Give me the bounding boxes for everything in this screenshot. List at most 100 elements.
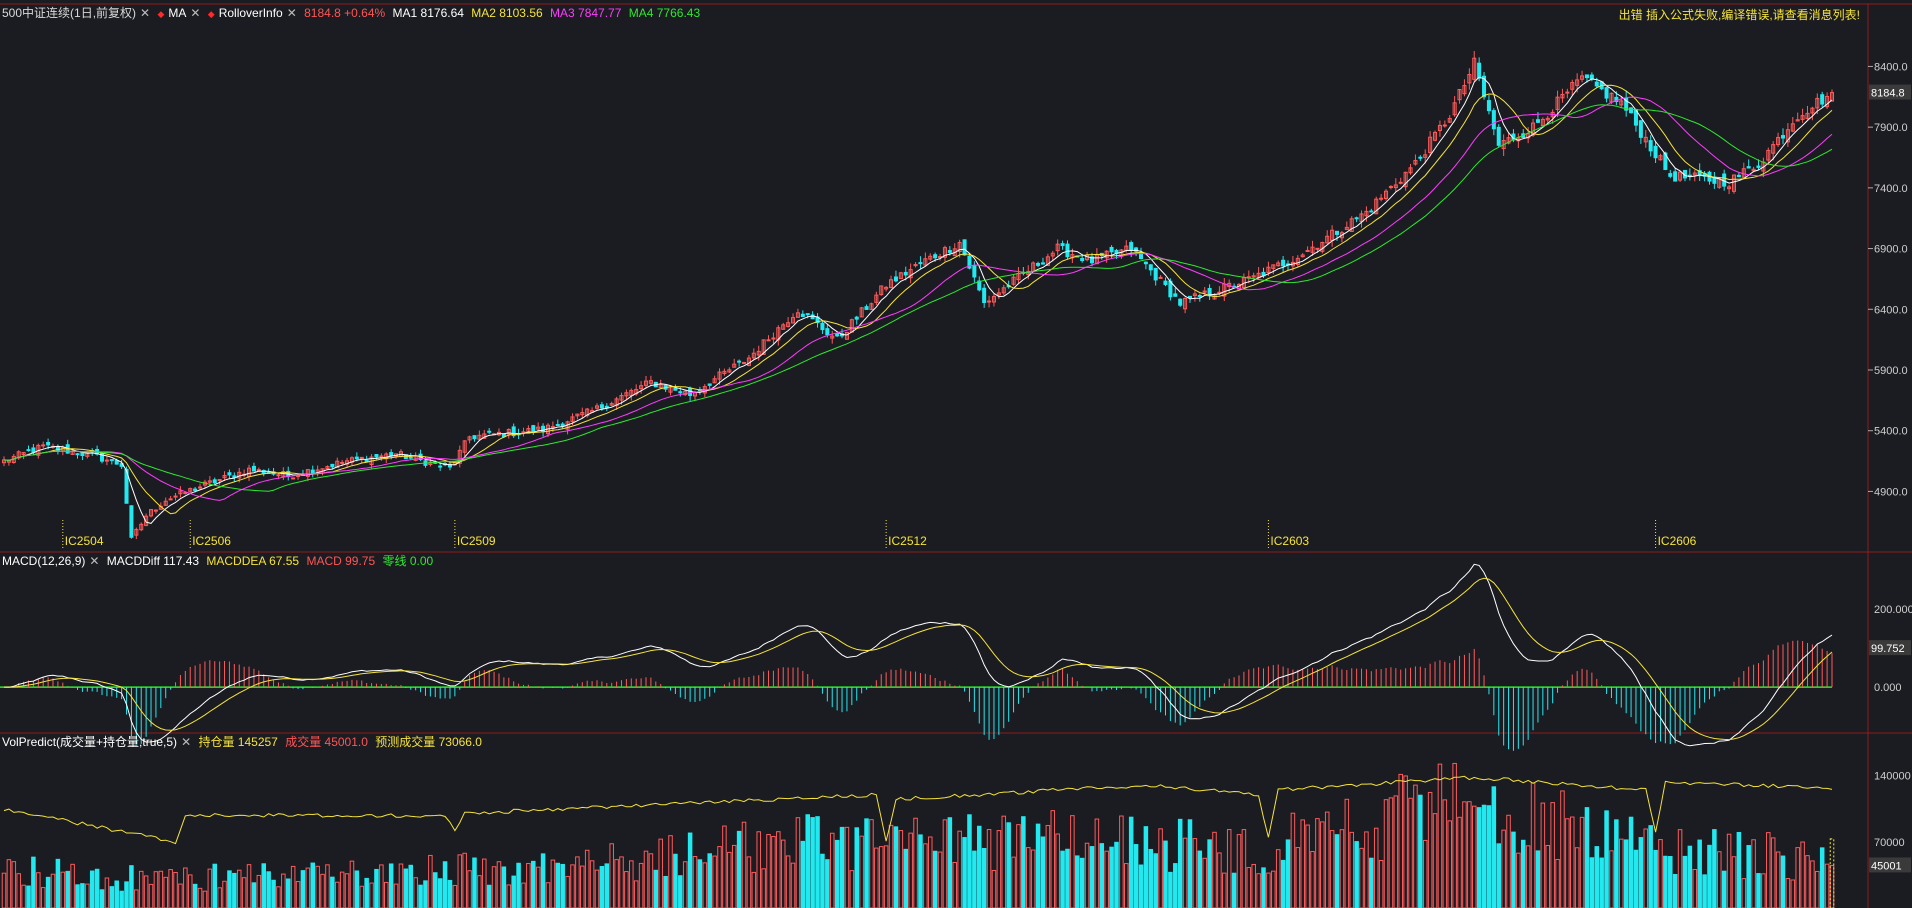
volume-bar	[1643, 828, 1649, 908]
macd-zero-value: 零线 0.00	[382, 554, 434, 568]
volume-bar	[785, 855, 791, 908]
volume-bar	[408, 864, 414, 908]
macd-last-tag-bg	[1869, 640, 1911, 656]
candle-body	[1795, 119, 1800, 122]
volume-bar	[516, 862, 521, 908]
candle-body	[163, 500, 168, 506]
candle-body	[1183, 297, 1188, 310]
candle-body	[1197, 294, 1202, 297]
volume-bar	[1217, 852, 1222, 908]
volume-bar	[178, 883, 183, 908]
candle-body	[374, 454, 379, 458]
volume-bar	[1094, 818, 1100, 908]
candle-body	[1771, 144, 1776, 154]
candle-body	[889, 279, 894, 288]
candle-body	[139, 523, 144, 531]
ma3-value: MA3 7847.77	[550, 6, 622, 20]
volume-bar	[741, 821, 747, 908]
volume-bar	[187, 874, 193, 908]
error-message[interactable]: 出错 插入公式失败,编译错误,请查看消息列表!	[1618, 8, 1860, 22]
volume-bar	[1251, 863, 1256, 908]
candle-body	[1153, 267, 1158, 281]
candle-body	[1746, 166, 1751, 169]
candlestick-series[interactable]	[1, 51, 1835, 540]
candle-body	[972, 265, 977, 278]
candle-body	[898, 272, 903, 280]
candle-body	[923, 258, 928, 266]
candle-body	[639, 385, 644, 390]
close-volume-icon[interactable]: ✕	[181, 735, 192, 749]
volume-bar	[354, 870, 360, 908]
volume-bar	[1060, 850, 1065, 908]
candle-body	[599, 404, 604, 409]
candle-body	[1266, 266, 1271, 273]
volume-bars	[1, 762, 1835, 908]
candle-body	[1129, 242, 1134, 252]
candle-body	[1374, 198, 1379, 215]
candle-body	[791, 317, 796, 324]
candle-body	[1756, 165, 1761, 168]
volume-bar	[212, 863, 217, 908]
volume-bar	[1310, 851, 1315, 908]
volume-bar	[403, 868, 409, 908]
moving-average-lines	[3, 76, 1833, 524]
volume-bar	[952, 861, 958, 908]
candle-body	[1447, 118, 1452, 123]
candle-body	[1050, 252, 1055, 257]
candle-body	[1565, 91, 1570, 94]
volume-bar	[820, 853, 825, 908]
volume-bar	[413, 877, 418, 908]
volume-bar	[261, 863, 267, 908]
candle-body	[183, 492, 188, 495]
candle-body	[1187, 295, 1193, 299]
volume-bar	[501, 866, 507, 908]
volume-bar	[643, 850, 649, 908]
candle-body	[1403, 171, 1408, 188]
volume-title[interactable]: VolPredict(成交量+持仓量,true,5)	[2, 735, 178, 749]
candle-body	[1369, 210, 1374, 213]
volume-bar	[1672, 874, 1678, 908]
macd-title[interactable]: MACD(12,26,9)	[2, 554, 86, 568]
volume-bar	[697, 859, 703, 908]
candle-body	[1202, 290, 1207, 293]
close-ma-icon[interactable]: ✕	[190, 6, 201, 20]
candle-body	[825, 328, 830, 336]
volume-bar	[1810, 860, 1815, 908]
volume-bar	[467, 870, 472, 908]
close-instrument-icon[interactable]: ✕	[140, 6, 151, 20]
candle-body	[222, 475, 227, 479]
candle-body	[1398, 181, 1403, 184]
candle-body	[1629, 107, 1634, 114]
candle-body	[477, 434, 482, 440]
candle-body	[1457, 88, 1462, 101]
candle-body	[658, 384, 663, 389]
candle-body	[1501, 139, 1506, 150]
candle-body	[1673, 171, 1678, 182]
volume-bar	[908, 832, 913, 908]
candle-body	[751, 352, 756, 359]
close-rollover-icon[interactable]: ✕	[286, 6, 297, 20]
volume-bar	[1520, 839, 1526, 908]
volume-bar	[227, 870, 232, 908]
ma-indicator-dot-icon: ◆	[157, 9, 165, 19]
candle-body	[1594, 81, 1599, 87]
volume-bar	[1766, 832, 1771, 908]
volume-bar	[707, 853, 712, 908]
volume-bar	[780, 839, 786, 908]
candle-body	[1776, 136, 1781, 146]
close-macd-icon[interactable]: ✕	[89, 554, 100, 568]
candle-body	[1491, 110, 1496, 130]
volume-bar	[560, 863, 565, 908]
volume-bar	[65, 870, 70, 908]
candle-body	[844, 331, 849, 340]
ma-indicator-label[interactable]: MA	[168, 6, 187, 20]
candle-body	[457, 449, 462, 464]
volume-bar	[1648, 825, 1653, 908]
instrument-title[interactable]: 500中证连续(1日,前复权)	[2, 6, 137, 20]
macd-diff-value: MACDDiff 117.43	[106, 554, 200, 568]
last-price-tag: 8184.8	[1871, 88, 1905, 100]
rollover-marker-label: IC2603	[1270, 534, 1309, 548]
rollover-indicator-label[interactable]: RolloverInfo	[218, 6, 283, 20]
volume-bar	[751, 871, 757, 908]
